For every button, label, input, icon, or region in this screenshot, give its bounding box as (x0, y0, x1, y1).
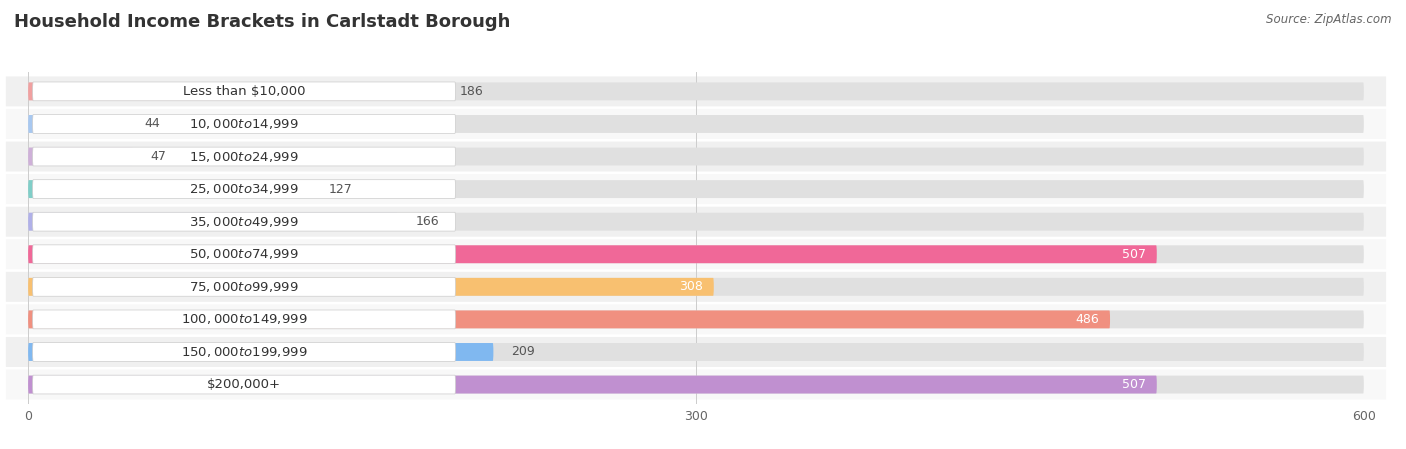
FancyBboxPatch shape (28, 310, 1364, 328)
FancyBboxPatch shape (6, 76, 1386, 106)
Text: $100,000 to $149,999: $100,000 to $149,999 (181, 313, 308, 326)
Text: $25,000 to $34,999: $25,000 to $34,999 (190, 182, 299, 196)
Text: $35,000 to $49,999: $35,000 to $49,999 (190, 215, 299, 229)
FancyBboxPatch shape (6, 239, 1386, 269)
FancyBboxPatch shape (28, 180, 1364, 198)
Text: 308: 308 (679, 280, 703, 293)
FancyBboxPatch shape (28, 148, 1364, 166)
Text: $75,000 to $99,999: $75,000 to $99,999 (190, 280, 299, 294)
Text: 166: 166 (416, 215, 439, 228)
Text: Less than $10,000: Less than $10,000 (183, 85, 305, 98)
Text: 507: 507 (1122, 378, 1146, 391)
FancyBboxPatch shape (28, 83, 1364, 100)
Text: 127: 127 (329, 183, 353, 196)
FancyBboxPatch shape (28, 148, 132, 166)
FancyBboxPatch shape (32, 245, 456, 264)
FancyBboxPatch shape (28, 343, 494, 361)
FancyBboxPatch shape (32, 147, 456, 166)
Text: $200,000+: $200,000+ (207, 378, 281, 391)
FancyBboxPatch shape (32, 212, 456, 231)
Text: $10,000 to $14,999: $10,000 to $14,999 (190, 117, 299, 131)
FancyBboxPatch shape (28, 115, 1364, 133)
Text: 486: 486 (1076, 313, 1099, 326)
FancyBboxPatch shape (28, 245, 1157, 263)
FancyBboxPatch shape (32, 180, 456, 198)
FancyBboxPatch shape (28, 83, 441, 100)
Text: Household Income Brackets in Carlstadt Borough: Household Income Brackets in Carlstadt B… (14, 13, 510, 31)
Text: $150,000 to $199,999: $150,000 to $199,999 (181, 345, 308, 359)
Text: 44: 44 (143, 118, 160, 131)
FancyBboxPatch shape (28, 376, 1364, 393)
Text: 507: 507 (1122, 248, 1146, 261)
FancyBboxPatch shape (32, 114, 456, 133)
FancyBboxPatch shape (6, 141, 1386, 172)
Text: 186: 186 (460, 85, 484, 98)
FancyBboxPatch shape (28, 343, 1364, 361)
Text: 209: 209 (512, 345, 534, 358)
FancyBboxPatch shape (6, 304, 1386, 335)
FancyBboxPatch shape (32, 82, 456, 101)
FancyBboxPatch shape (28, 213, 398, 231)
FancyBboxPatch shape (32, 375, 456, 394)
Text: $50,000 to $74,999: $50,000 to $74,999 (190, 247, 299, 261)
FancyBboxPatch shape (28, 278, 714, 296)
FancyBboxPatch shape (32, 277, 456, 296)
FancyBboxPatch shape (6, 109, 1386, 139)
FancyBboxPatch shape (28, 310, 1111, 328)
FancyBboxPatch shape (28, 245, 1364, 263)
FancyBboxPatch shape (6, 174, 1386, 204)
FancyBboxPatch shape (6, 272, 1386, 302)
FancyBboxPatch shape (28, 115, 127, 133)
FancyBboxPatch shape (28, 376, 1157, 393)
FancyBboxPatch shape (6, 337, 1386, 367)
Text: 47: 47 (150, 150, 166, 163)
FancyBboxPatch shape (6, 207, 1386, 237)
FancyBboxPatch shape (28, 278, 1364, 296)
Text: Source: ZipAtlas.com: Source: ZipAtlas.com (1267, 13, 1392, 26)
FancyBboxPatch shape (28, 213, 1364, 231)
FancyBboxPatch shape (32, 343, 456, 361)
FancyBboxPatch shape (28, 180, 311, 198)
Text: $15,000 to $24,999: $15,000 to $24,999 (190, 150, 299, 163)
FancyBboxPatch shape (6, 370, 1386, 400)
FancyBboxPatch shape (32, 310, 456, 329)
